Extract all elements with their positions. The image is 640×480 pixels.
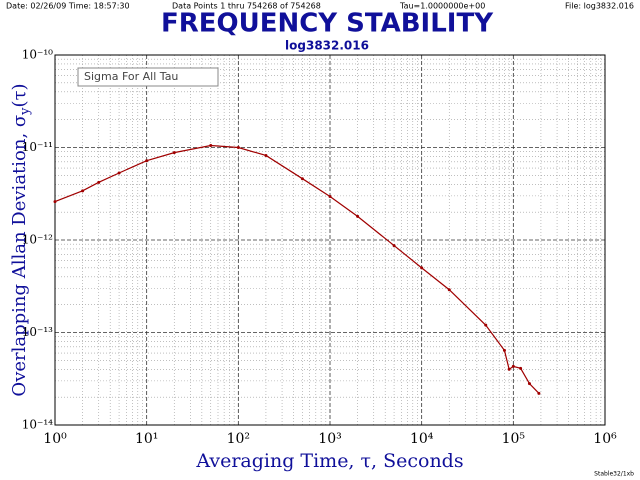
data-point [507, 367, 511, 371]
data-point [484, 323, 488, 327]
legend-text: Sigma For All Tau [84, 70, 178, 83]
data-point [527, 382, 531, 386]
data-point [328, 195, 332, 199]
data-point [264, 153, 268, 157]
data-point [172, 151, 176, 155]
header-file: File: log3832.016 [565, 2, 634, 11]
y-tick-label: 10⁻¹⁴ [22, 418, 53, 432]
data-point [511, 364, 515, 368]
legend-box [77, 67, 219, 87]
data-point [300, 177, 304, 181]
data-point [519, 366, 523, 370]
data-point [145, 159, 149, 163]
data-point [502, 348, 506, 352]
data-point [236, 146, 240, 149]
data-point [97, 180, 101, 184]
x-tick-label: 10¹ [135, 431, 158, 447]
y-label-text: Overlapping Allan Deviation, σ [9, 115, 30, 397]
x-tick-label: 10² [227, 431, 250, 447]
y-tick-label: 10⁻¹⁰ [22, 48, 53, 62]
header-date: Date: 02/26/09 Time: 18:57:30 [6, 2, 130, 11]
x-tick-label: 10³ [318, 431, 341, 447]
y-label-tail: (τ) [9, 83, 30, 107]
data-point [209, 144, 213, 148]
series-line [54, 144, 540, 394]
footer: Stable32/1xb [594, 471, 634, 478]
y-axis-label: Overlapping Allan Deviation, σy(τ) [9, 83, 33, 396]
y-tick-label: 10⁻¹³ [22, 325, 53, 339]
data-point [356, 214, 360, 218]
chart-subtitle: log3832.016 [285, 39, 369, 53]
data-point [392, 244, 396, 248]
x-tick-label: 10⁰ [43, 431, 67, 447]
data-point [447, 288, 451, 292]
y-label-sub: y [18, 107, 33, 116]
y-tick-label: 10⁻¹¹ [22, 140, 53, 154]
x-tick-label: 10⁶ [593, 431, 617, 447]
data-point [537, 391, 541, 395]
x-tick-label: 10⁴ [410, 431, 434, 447]
header-tau: Tau=1.0000000e+00 [399, 2, 485, 11]
header-points: Data Points 1 thru 754268 of 754268 [172, 2, 321, 11]
x-tick-label: 10⁵ [502, 431, 526, 447]
chart-title: FREQUENCY STABILITY [161, 9, 494, 39]
data-point [53, 200, 57, 204]
data-point [117, 171, 121, 175]
data-point [81, 189, 85, 193]
data-point [420, 266, 424, 270]
y-tick-label: 10⁻¹² [22, 233, 53, 247]
plot-frame [54, 54, 606, 426]
x-axis-label: Averaging Time, τ, Seconds [195, 450, 463, 472]
